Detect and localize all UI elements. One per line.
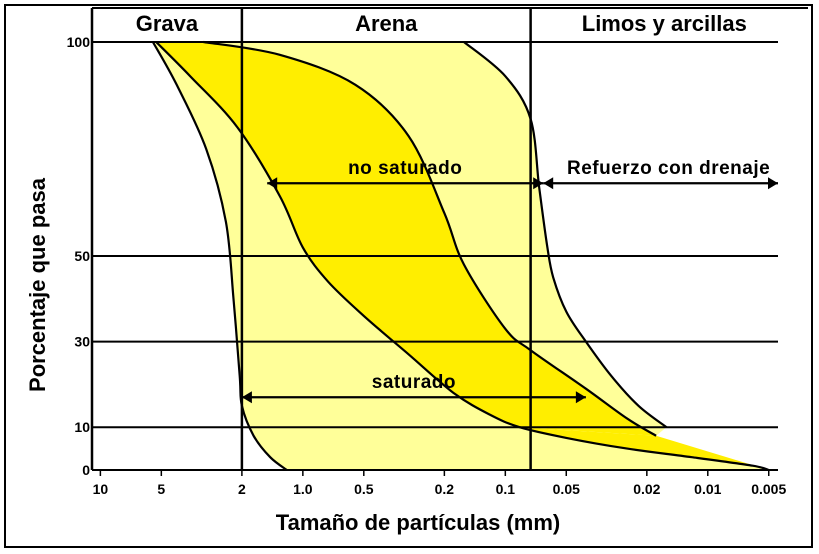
outer-band-fill <box>152 42 769 470</box>
outer-fine-band-fill <box>203 42 667 436</box>
y-tick-label: 30 <box>74 334 90 350</box>
y-tick-labels: 0 10 30 50 100 <box>67 34 91 478</box>
curve-inner-coarse <box>155 41 770 472</box>
x-tick-label: 0.02 <box>633 481 660 497</box>
arrow-head-right <box>768 177 778 190</box>
x-tick-label: 0.1 <box>496 481 516 497</box>
zone-label-3: Limos y arcillas <box>582 11 747 36</box>
x-tick-labels: 10 5 2 1.0 0.5 0.2 0.1 0.05 0.02 0.01 0.005 <box>93 481 787 497</box>
annotations: no saturado Refuerzo con drenaje saturado <box>241 158 778 404</box>
zone-label-1: Grava <box>136 11 199 36</box>
x-tick-label: 2 <box>238 481 246 497</box>
inner-tail-fill <box>519 427 769 470</box>
annotation-label-1: no saturado <box>348 158 462 179</box>
x-tick-label: 1.0 <box>293 481 313 497</box>
annotation-label-3: saturado <box>372 372 456 393</box>
x-tick-label: 0.01 <box>694 481 721 497</box>
arrow-head-right <box>533 177 544 190</box>
y-tick-label: 10 <box>74 419 90 435</box>
zone-label-2: Arena <box>355 11 418 36</box>
x-tick-label: 0.5 <box>354 481 374 497</box>
inner-band-fill <box>156 42 657 436</box>
curve-inner-fine <box>203 40 657 437</box>
arrow-head-right <box>575 391 586 404</box>
x-tick-label: 0.2 <box>435 481 455 497</box>
x-tick-label: 0.05 <box>553 481 580 497</box>
x-tick-label: 0.005 <box>751 481 786 497</box>
band-curves <box>151 40 770 472</box>
arrow-head-left <box>543 177 554 190</box>
zone-headers: Grava Arena Limos y arcillas <box>136 8 747 470</box>
x-tick-label: 5 <box>157 481 165 497</box>
x-tick-label: 10 <box>93 481 109 497</box>
curve-outer-coarse <box>151 41 288 471</box>
chart-frame <box>4 4 813 548</box>
band-fills <box>152 42 769 470</box>
y-tick-label: 50 <box>74 248 90 264</box>
curve-outer-fine <box>463 41 668 429</box>
x-axis-label: Tamaño de partículas (mm) <box>276 510 560 535</box>
arrow-head-left <box>267 177 278 190</box>
grid-lines <box>90 7 808 476</box>
y-tick-label: 100 <box>67 34 91 50</box>
arrow-head-left <box>241 391 252 404</box>
y-axis-label: Porcentaje que pasa <box>25 177 50 392</box>
y-tick-label: 0 <box>82 462 90 478</box>
annotation-label-2: Refuerzo con drenaje <box>567 158 770 179</box>
